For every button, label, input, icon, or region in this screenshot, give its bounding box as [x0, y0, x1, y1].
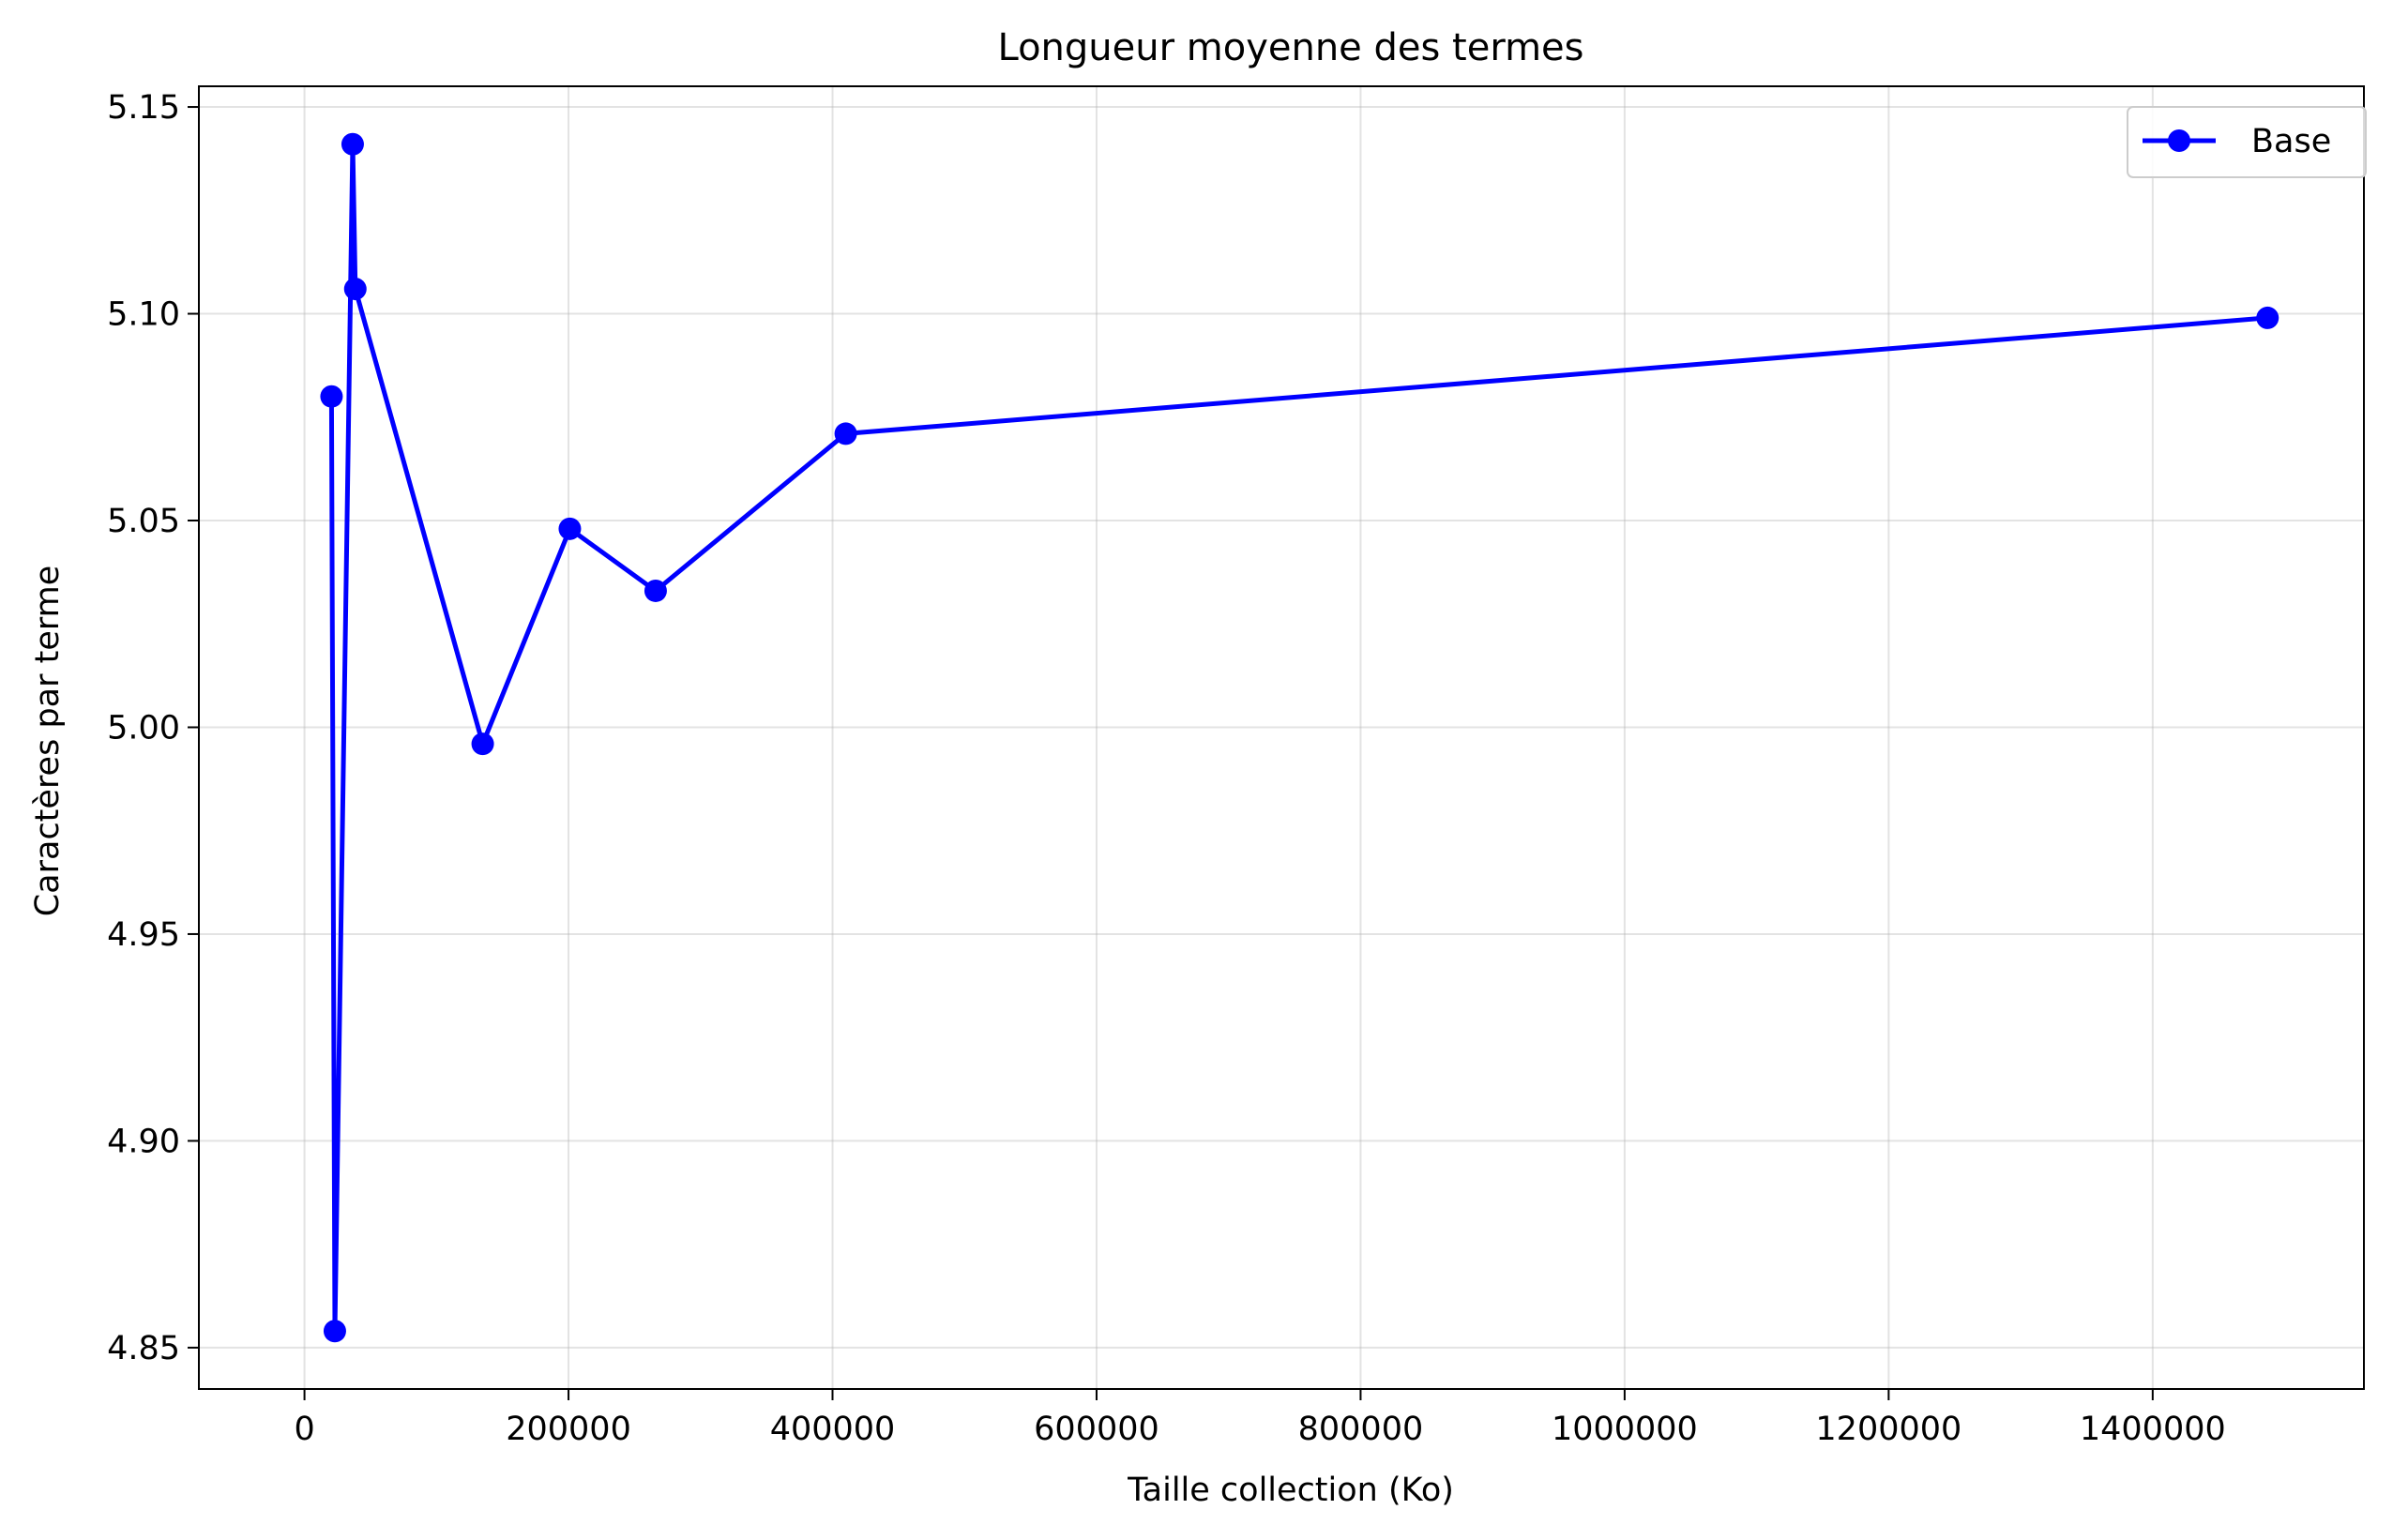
series-layer [320, 132, 2279, 1343]
data-point [471, 732, 494, 756]
x-tick-label: 400000 [770, 1411, 896, 1448]
legend: Base [2127, 106, 2367, 178]
x-tick-label: 1000000 [1552, 1411, 1698, 1448]
y-axis-label: Caractères par terme [29, 566, 67, 917]
plot-frame [198, 85, 2365, 1390]
y-tick-label: 5.05 [107, 503, 180, 540]
grid-lines [199, 86, 2364, 1389]
y-tick-label: 4.85 [107, 1330, 180, 1367]
x-tick-label: 0 [294, 1411, 314, 1448]
y-tick-label: 4.95 [107, 916, 180, 954]
y-tick-label: 5.00 [107, 709, 180, 747]
x-tick-label: 600000 [1034, 1411, 1159, 1448]
legend-marker-swatch [2168, 129, 2190, 152]
x-tick-label: 1400000 [2080, 1411, 2226, 1448]
chart-title: Longueur moyenne des termes [997, 26, 1583, 69]
data-point [341, 132, 364, 156]
data-point [320, 385, 343, 408]
data-point [644, 579, 667, 602]
y-tick-label: 4.90 [107, 1123, 180, 1160]
legend-box [2127, 106, 2367, 178]
x-tick-label: 200000 [506, 1411, 631, 1448]
data-point [323, 1320, 346, 1343]
y-axis-ticks: 4.85 4.90 4.95 5.00 5.05 5.10 5.15 [107, 89, 199, 1367]
x-tick-label: 800000 [1298, 1411, 1424, 1448]
legend-label: Base [2251, 123, 2331, 160]
data-point [834, 422, 857, 445]
x-tick-label: 1200000 [1815, 1411, 1961, 1448]
x-axis-label: Taille collection (Ko) [1127, 1472, 1454, 1509]
data-point [343, 278, 367, 301]
data-point [558, 517, 582, 540]
y-tick-label: 5.10 [107, 296, 180, 334]
x-axis-ticks: 0 200000 400000 600000 800000 1000000 1200000 1… [294, 1389, 2226, 1448]
y-tick-label: 5.15 [107, 89, 180, 127]
data-point [2256, 306, 2279, 329]
